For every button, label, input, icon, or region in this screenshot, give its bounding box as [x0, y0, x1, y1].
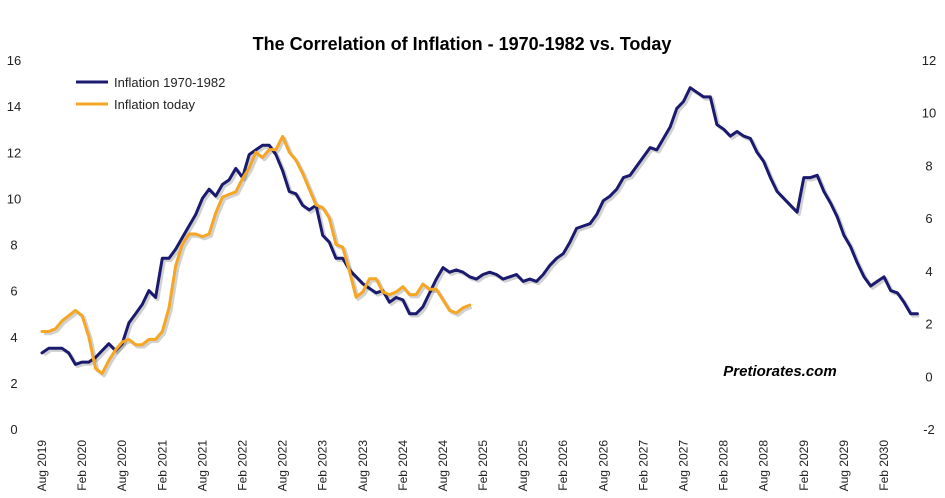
x-tick-label: Feb 2026: [556, 440, 570, 491]
x-tick-label: Feb 2023: [316, 440, 330, 491]
chart-title: The Correlation of Inflation - 1970-1982…: [253, 34, 672, 54]
y-right-tick-label: 8: [925, 158, 932, 173]
y-left-tick-label: 8: [10, 238, 17, 253]
x-tick-label: Feb 2020: [75, 440, 89, 491]
x-tick-label: Feb 2030: [877, 440, 891, 491]
watermark: Pretiorates.com: [723, 363, 836, 380]
x-tick-label: Aug 2028: [757, 440, 771, 492]
x-tick-label: Aug 2027: [677, 440, 691, 492]
x-tick-label: Aug 2024: [436, 440, 450, 492]
y-right-tick-label: 10: [922, 106, 936, 121]
x-tick-label: Feb 2028: [717, 440, 731, 491]
x-tick-label: Feb 2029: [797, 440, 811, 491]
y-left-tick-label: 10: [7, 191, 21, 206]
y-left-tick-label: 2: [10, 376, 17, 391]
x-tick-label: Aug 2021: [195, 440, 209, 492]
x-tick-label: Aug 2025: [516, 440, 530, 492]
y-left-tick-label: 14: [7, 99, 21, 114]
y-right-tick-label: 12: [922, 53, 936, 68]
y-right-tick-label: 2: [925, 317, 932, 332]
x-tick-label: Aug 2023: [356, 440, 370, 492]
y-left-tick-label: 6: [10, 284, 17, 299]
x-axis: Aug 2019 Feb 2020 Aug 2020 Feb 2021 Aug 2021…: [35, 440, 891, 492]
x-tick-label: Aug 2029: [837, 440, 851, 492]
series-line-inflation-today: [40, 134, 472, 376]
x-tick-label: Aug 2020: [115, 440, 129, 492]
legend-label-inflation-today: Inflation today: [114, 97, 195, 112]
y-left-tick-label: 16: [7, 53, 21, 68]
y-axis-right: -2 0 2 4 6 8 10 12: [922, 53, 936, 437]
x-tick-label: Feb 2024: [396, 440, 410, 491]
x-tick-label: Aug 2019: [35, 440, 49, 492]
x-tick-label: Feb 2021: [155, 440, 169, 491]
series-shadow-inflation-1970-1982: [43, 87, 920, 369]
y-right-tick-label: 6: [925, 211, 932, 226]
y-left-tick-label: 12: [7, 145, 21, 160]
y-axis-left: 0 2 4 6 8 10 12 14 16: [7, 53, 21, 437]
x-tick-label: Feb 2025: [476, 440, 490, 491]
legend-label-inflation-1970-1982: Inflation 1970-1982: [114, 75, 225, 90]
series-layer: [40, 86, 920, 378]
y-right-tick-label: -2: [923, 422, 935, 437]
x-tick-label: Feb 2022: [235, 440, 249, 491]
y-left-tick-label: 4: [10, 330, 17, 345]
x-tick-label: Aug 2026: [596, 440, 610, 492]
y-right-tick-label: 0: [925, 369, 932, 384]
series-line-inflation-1970-1982: [40, 86, 919, 366]
x-tick-label: Aug 2022: [276, 440, 290, 492]
y-left-tick-label: 0: [10, 422, 17, 437]
series-shadow-inflation-today: [44, 136, 473, 378]
x-tick-label: Feb 2027: [636, 440, 650, 491]
y-right-tick-label: 4: [925, 264, 932, 279]
legend: Inflation 1970-1982 Inflation today: [76, 75, 225, 112]
